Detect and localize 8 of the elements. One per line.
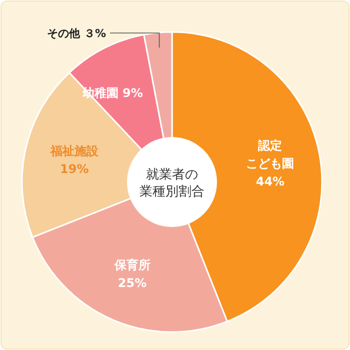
slice-label: 認定こども園 (246, 138, 294, 170)
text: 就業者の業種別割合 (140, 168, 204, 200)
slice-label: 福祉施設 (49, 144, 100, 158)
slice-label: 保育所 (113, 258, 150, 272)
data-label: 44% (256, 174, 285, 188)
data-label: 19% (60, 162, 89, 176)
data-label: 25% (118, 276, 147, 290)
slice-label: その他 ３% (47, 27, 106, 40)
